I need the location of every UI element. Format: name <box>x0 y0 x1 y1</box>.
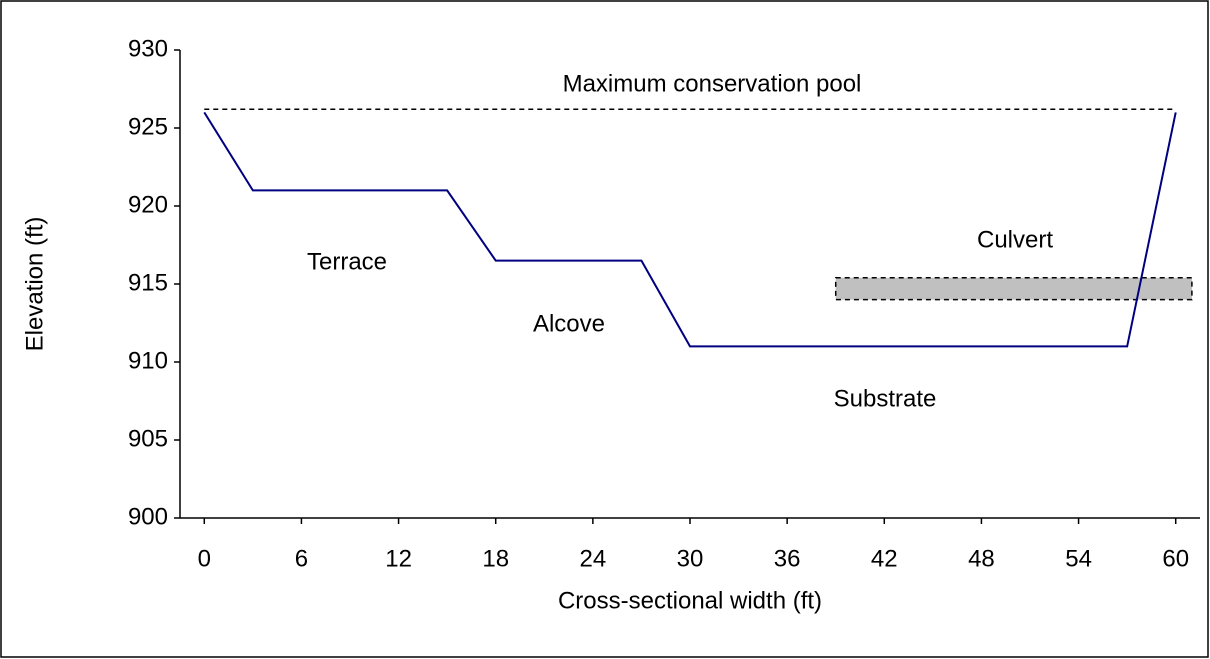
culvert-label: Culvert <box>977 226 1053 253</box>
x-tick-label: 18 <box>482 545 509 572</box>
y-tick-label: 905 <box>128 425 168 452</box>
y-tick-label: 900 <box>128 503 168 530</box>
x-tick-label: 42 <box>871 545 898 572</box>
x-tick-label: 6 <box>295 545 308 572</box>
x-tick-label: 12 <box>385 545 412 572</box>
region-label: Terrace <box>307 248 387 275</box>
x-tick-label: 0 <box>198 545 211 572</box>
x-axis-title: Cross-sectional width (ft) <box>558 587 822 614</box>
y-tick-label: 915 <box>128 269 168 296</box>
x-tick-label: 30 <box>677 545 704 572</box>
y-tick-label: 930 <box>128 35 168 62</box>
region-label: Substrate <box>834 385 937 412</box>
y-tick-label: 920 <box>128 191 168 218</box>
line <box>203 111 1177 348</box>
y-tick-label: 910 <box>128 347 168 374</box>
culvert <box>834 277 1193 301</box>
y-axis-title: Elevation (ft) <box>21 217 48 352</box>
y-tick-label: 925 <box>128 113 168 140</box>
x-tick-label: 54 <box>1065 545 1092 572</box>
x-tick-label: 36 <box>774 545 801 572</box>
x-tick-label: 48 <box>968 545 995 572</box>
pool-label: Maximum conservation pool <box>563 70 862 97</box>
x-tick-label: 60 <box>1162 545 1189 572</box>
region-label: Alcove <box>533 310 605 337</box>
x-tick-label: 24 <box>580 545 607 572</box>
